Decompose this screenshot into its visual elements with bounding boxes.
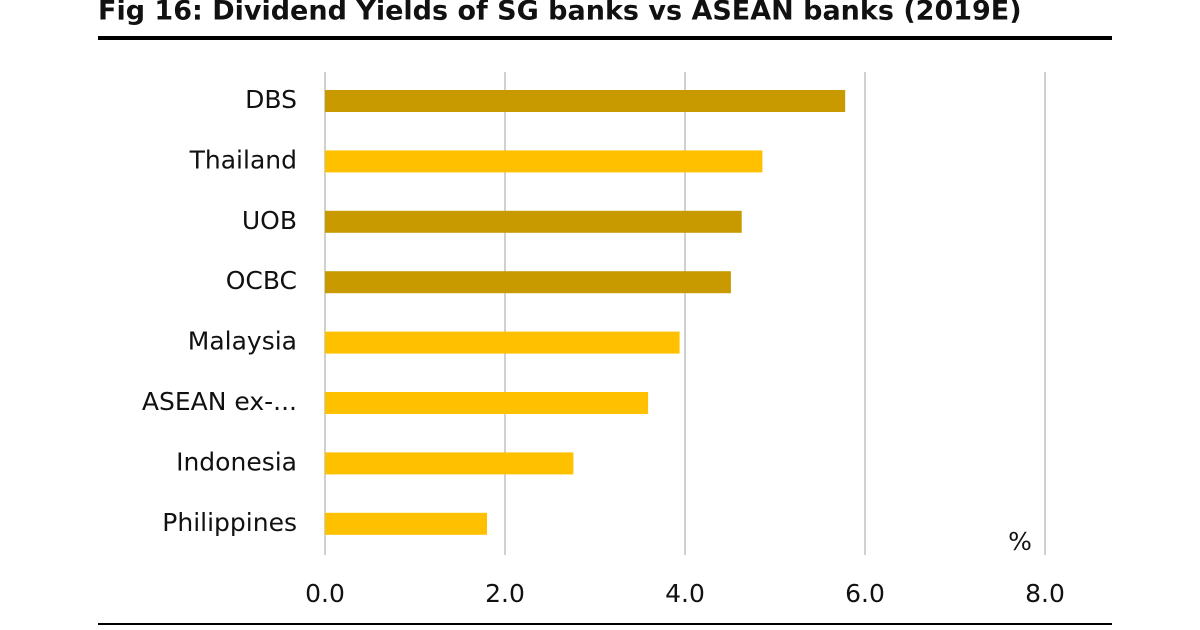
bar — [325, 210, 742, 233]
bar — [325, 90, 846, 112]
unit-label: % — [1008, 527, 1032, 556]
bar — [325, 331, 680, 354]
bar — [325, 150, 763, 173]
bar — [325, 392, 649, 414]
x-tick-label: 0.0 — [305, 579, 345, 608]
y-tick-label: DBS — [245, 85, 297, 114]
chart-title: Fig 16: Dividend Yields of SG banks vs A… — [98, 0, 1022, 27]
y-tick-label: Malaysia — [188, 327, 297, 356]
x-tick-label: 8.0 — [1025, 579, 1065, 608]
y-tick-label: Philippines — [162, 508, 297, 537]
y-tick-label: UOB — [242, 206, 297, 235]
x-tick-label: 4.0 — [665, 579, 705, 608]
y-tick-label: ASEAN ex-... — [142, 387, 297, 416]
y-tick-label: OCBC — [226, 266, 297, 295]
bar — [325, 452, 574, 475]
bar — [325, 512, 487, 535]
x-tick-label: 6.0 — [845, 579, 885, 608]
x-tick-label: 2.0 — [485, 579, 525, 608]
y-tick-label: Indonesia — [176, 447, 297, 476]
bar — [325, 271, 731, 294]
y-tick-label: Thailand — [189, 145, 297, 174]
